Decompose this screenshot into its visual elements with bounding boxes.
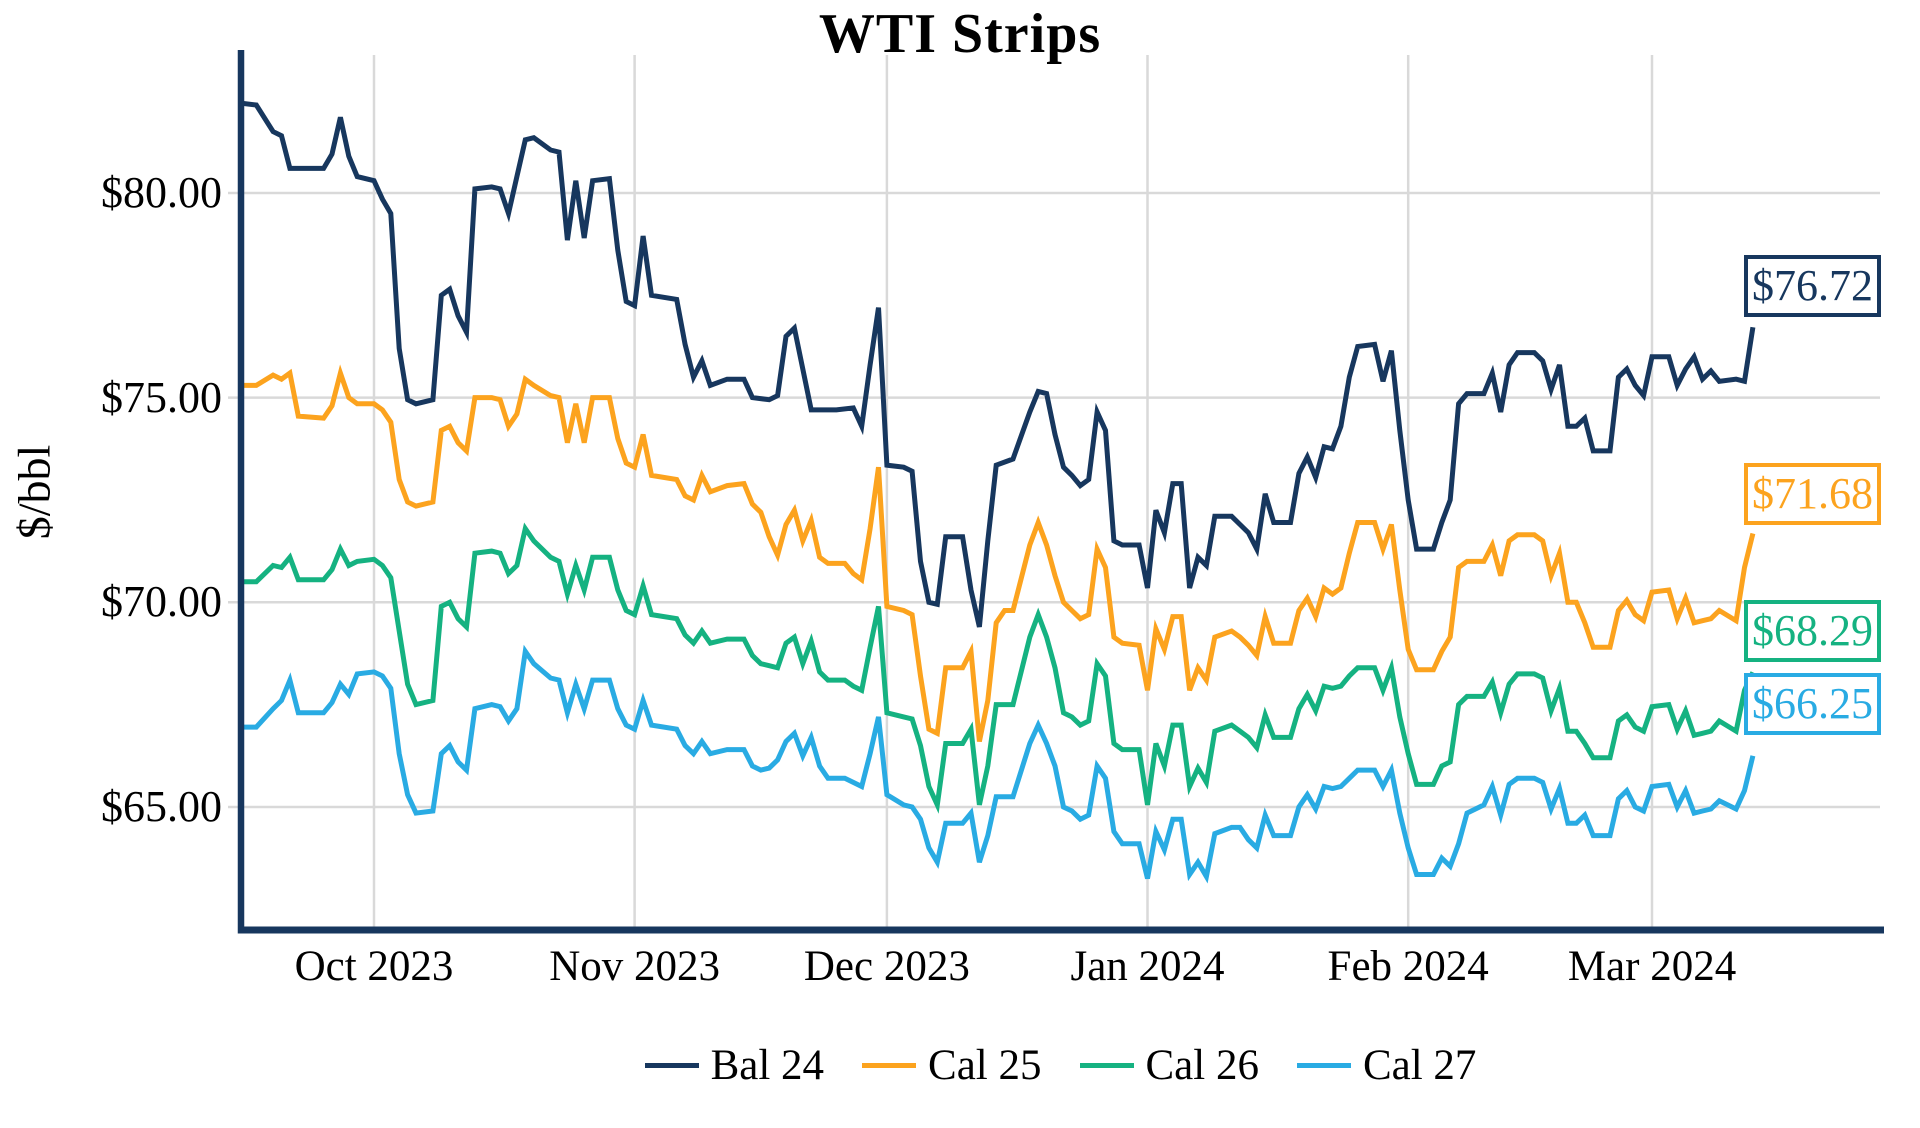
y-tick--70-00: $70.00 (101, 577, 222, 627)
legend-swatch-bal-24 (644, 1062, 699, 1068)
y-tick--65-00: $65.00 (101, 781, 222, 831)
legend: Bal 24 Cal 25 Cal 26 Cal 27 (241, 1030, 1880, 1100)
x-tick-jan-2024: Jan 2024 (1070, 943, 1225, 990)
legend-item-bal-24: Bal 24 (644, 1041, 825, 1089)
legend-label-cal-25: Cal 25 (928, 1041, 1042, 1089)
y-axis-label: $/bbl (8, 444, 60, 540)
legend-item-cal-27: Cal 27 (1296, 1041, 1477, 1089)
x-tick-oct-2023: Oct 2023 (294, 943, 454, 990)
legend-item-cal-25: Cal 25 (862, 1041, 1042, 1089)
legend-label-bal-24: Bal 24 (710, 1041, 825, 1089)
x-tick-feb-2024: Feb 2024 (1327, 943, 1489, 990)
end-value-label-cal-26: $68.29 (1744, 600, 1881, 662)
x-tick-mar-2024: Mar 2024 (1567, 943, 1737, 990)
x-tick-dec-2023: Dec 2023 (803, 943, 970, 990)
legend-swatch-cal-25 (862, 1062, 917, 1068)
legend-swatch-cal-26 (1079, 1062, 1134, 1068)
legend-item-cal-26: Cal 26 (1079, 1041, 1259, 1089)
y-tick--75-00: $75.00 (101, 372, 222, 422)
series-line-cal-25 (239, 364, 1756, 743)
series-line-cal-26 (239, 522, 1756, 814)
series-line-bal-24 (239, 100, 1756, 628)
series-line-cal-27 (239, 644, 1756, 884)
x-tick-nov-2023: Nov 2023 (549, 943, 721, 990)
legend-label-cal-27: Cal 27 (1362, 1041, 1477, 1089)
end-value-label-cal-25: $71.68 (1744, 463, 1881, 525)
legend-label-cal-26: Cal 26 (1145, 1041, 1259, 1089)
y-tick--80-00: $80.00 (101, 168, 222, 217)
chart-title: WTI Strips (818, 3, 1102, 65)
end-value-label-cal-27: $66.25 (1744, 673, 1881, 735)
legend-swatch-cal-27 (1296, 1062, 1351, 1068)
end-value-label-bal-24: $76.72 (1744, 255, 1881, 317)
